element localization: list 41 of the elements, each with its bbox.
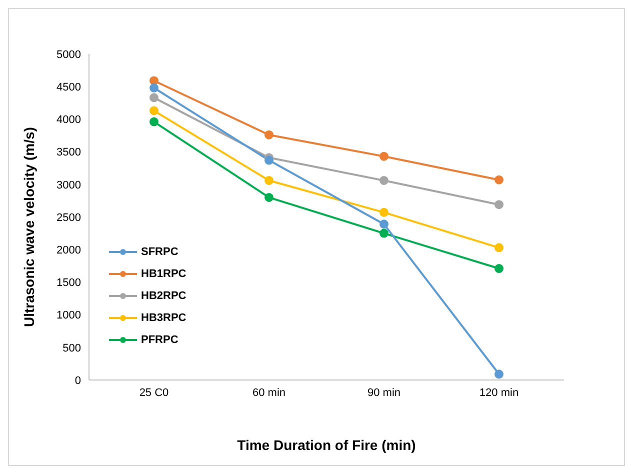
y-tick-label: 3500 bbox=[56, 146, 81, 159]
point bbox=[264, 130, 274, 140]
point bbox=[380, 176, 388, 185]
point bbox=[494, 200, 504, 210]
point bbox=[494, 243, 504, 252]
point bbox=[494, 264, 504, 274]
point bbox=[150, 106, 158, 116]
y-tick-label: 2500 bbox=[56, 212, 81, 224]
point bbox=[494, 370, 504, 379]
point bbox=[264, 156, 274, 165]
y-tick-label: 500 bbox=[62, 342, 81, 354]
point bbox=[150, 83, 158, 92]
legend-label: HB1RPC bbox=[141, 267, 186, 282]
x-tick-label: 90 min bbox=[367, 386, 401, 399]
point bbox=[494, 175, 504, 184]
y-tick-label: 4000 bbox=[56, 114, 81, 126]
point bbox=[150, 117, 158, 126]
legend-label: HB3RPC bbox=[141, 311, 186, 326]
legend-label: HB2RPC bbox=[141, 289, 186, 304]
y-tick-label: 2000 bbox=[56, 244, 81, 257]
point bbox=[150, 93, 158, 102]
point bbox=[380, 152, 388, 161]
y-tick-label: 5000 bbox=[56, 48, 81, 61]
legend-label: PFRPC bbox=[141, 333, 178, 348]
y-tick-label: 1500 bbox=[56, 277, 81, 290]
point bbox=[264, 192, 274, 202]
legend-label: SFRPC bbox=[141, 245, 178, 260]
point bbox=[380, 228, 388, 238]
point bbox=[380, 208, 388, 217]
point bbox=[150, 76, 158, 86]
y-tick-label: 3000 bbox=[56, 179, 81, 192]
x-tick-label: 25 C0 bbox=[139, 386, 169, 399]
y-tick-label: 1000 bbox=[56, 310, 81, 322]
x-tick-label: 120 min bbox=[479, 386, 519, 399]
point bbox=[380, 220, 388, 229]
x-tick-label: 60 min bbox=[252, 386, 286, 399]
y-axis-title: Ultrasonic wave velocity (m/s) bbox=[20, 127, 37, 327]
y-tick-label: 0 bbox=[74, 374, 81, 387]
x-axis-title: Time Duration of Fire (min) bbox=[237, 436, 416, 453]
point bbox=[264, 176, 274, 185]
y-tick-label: 4500 bbox=[56, 82, 81, 94]
